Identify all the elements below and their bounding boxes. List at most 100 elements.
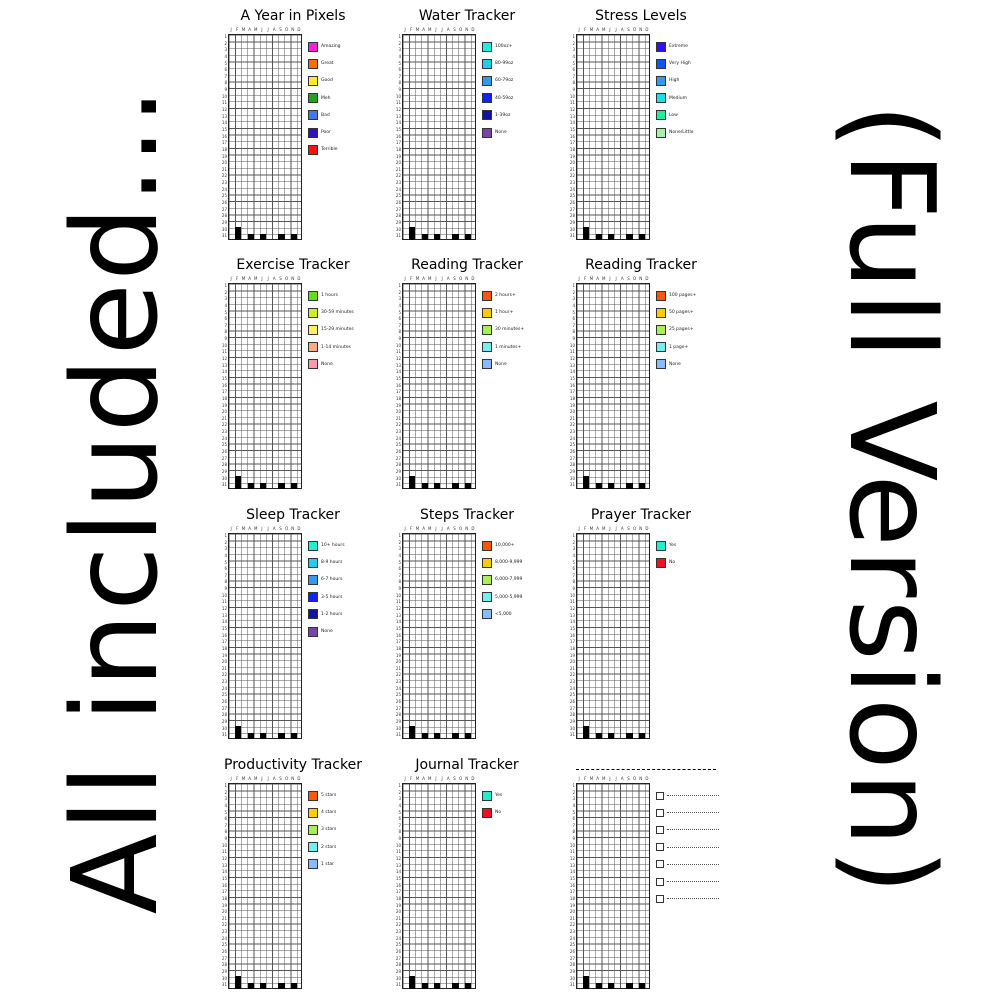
day-label: 25 — [569, 942, 575, 948]
day-label: 16 — [395, 882, 401, 888]
checkbox[interactable] — [656, 791, 664, 800]
day-label: 20 — [221, 160, 227, 166]
checkbox[interactable] — [656, 843, 664, 852]
day-label: 11 — [395, 849, 401, 855]
unavailable-day-block — [409, 975, 416, 990]
day-label: 17 — [395, 140, 401, 146]
unavailable-day-block — [290, 732, 297, 740]
pixel-grid[interactable] — [576, 783, 650, 990]
title-placeholder-line[interactable] — [576, 769, 716, 770]
unavailable-day-block — [278, 982, 285, 990]
day-label: 1 — [224, 34, 227, 39]
pixel-grid[interactable] — [576, 34, 650, 241]
day-label: 26 — [221, 949, 227, 955]
day-label: 5 — [224, 809, 227, 815]
legend-label: 80-99oz — [495, 61, 514, 67]
month-label: F — [410, 526, 413, 531]
day-label: 30 — [221, 475, 227, 481]
day-label: 24 — [569, 435, 575, 441]
day-label: 8 — [398, 80, 401, 86]
day-label: 15 — [395, 126, 401, 132]
day-label: 26 — [569, 200, 575, 206]
legend-item: 100oz+ — [482, 38, 513, 55]
month-label: F — [584, 526, 587, 531]
legend-item: 40-59oz — [482, 90, 513, 107]
legend-blank-item[interactable] — [656, 787, 719, 804]
pixel-grid[interactable] — [228, 283, 302, 490]
day-label: 8 — [224, 80, 227, 86]
legend-label: 2 hours+ — [495, 293, 516, 299]
day-label: 17 — [569, 140, 575, 146]
dotted-write-line[interactable] — [667, 863, 719, 865]
month-label: M — [241, 776, 246, 781]
legend-blank-item[interactable] — [656, 856, 719, 873]
day-label: 23 — [221, 929, 227, 935]
day-label: 9 — [224, 336, 227, 342]
pixel-grid[interactable] — [402, 34, 476, 241]
legend-blank-item[interactable] — [656, 873, 719, 890]
tracker-reading-tracker: Reading Tracker J F M A M J J A S O N D 1 2 3 4 5 6 7 8 9 10 11… — [392, 251, 562, 496]
unavailable-day-block — [259, 482, 266, 490]
month-label: J — [441, 276, 443, 281]
dotted-write-line[interactable] — [667, 795, 719, 797]
pixel-grid[interactable] — [228, 533, 302, 740]
day-label: 21 — [221, 166, 227, 172]
unavailable-day-block — [259, 732, 266, 740]
pixel-grid[interactable] — [228, 34, 302, 241]
legend-blank-item[interactable] — [656, 890, 719, 907]
dotted-write-line[interactable] — [667, 812, 719, 814]
color-swatch — [482, 342, 492, 353]
day-label: 7 — [398, 322, 401, 328]
month-label: M — [241, 276, 246, 281]
day-label: 31 — [395, 982, 401, 988]
color-swatch — [308, 807, 318, 818]
day-label: 20 — [221, 409, 227, 415]
checkbox[interactable] — [656, 825, 664, 834]
month-label: D — [471, 776, 475, 781]
legend-label: 100oz+ — [495, 44, 513, 50]
pixel-grid[interactable] — [576, 533, 650, 740]
dotted-write-line[interactable] — [667, 881, 719, 883]
day-label: 29 — [395, 468, 401, 474]
legend-blank-item[interactable] — [656, 821, 719, 838]
day-label: 7 — [572, 822, 575, 828]
day-label: 9 — [572, 336, 575, 342]
month-label: O — [633, 27, 637, 32]
day-label: 15 — [569, 875, 575, 881]
pixel-grid[interactable] — [402, 783, 476, 990]
pixel-grid[interactable] — [402, 283, 476, 490]
color-swatch — [482, 41, 492, 52]
checkbox[interactable] — [656, 860, 664, 869]
day-label: 6 — [398, 316, 401, 322]
legend-blank-item[interactable] — [656, 804, 719, 821]
day-label: 22 — [395, 922, 401, 928]
month-label: M — [589, 27, 594, 32]
legend-label: None — [321, 629, 333, 635]
month-label: M — [415, 776, 420, 781]
pixel-grid[interactable] — [402, 533, 476, 740]
day-label: 13 — [395, 862, 401, 868]
day-label: 11 — [221, 100, 227, 106]
color-swatch — [482, 324, 492, 335]
dotted-write-line[interactable] — [667, 829, 719, 831]
legend-item: 1-14 minutes — [308, 339, 354, 356]
legend-item: 10,000+ — [482, 537, 522, 554]
pixel-grid[interactable] — [576, 283, 650, 490]
day-label: 10 — [395, 342, 401, 348]
checkbox[interactable] — [656, 894, 664, 903]
checkbox[interactable] — [656, 877, 664, 886]
month-label: D — [297, 776, 301, 781]
day-label: 4 — [572, 802, 575, 808]
checkbox[interactable] — [656, 808, 664, 817]
day-label: 11 — [569, 100, 575, 106]
day-label: 29 — [569, 468, 575, 474]
day-label: 1 — [398, 533, 401, 538]
dotted-write-line[interactable] — [667, 846, 719, 848]
legend-blank-item[interactable] — [656, 839, 719, 856]
pixel-grid[interactable] — [228, 783, 302, 990]
dotted-write-line[interactable] — [667, 898, 719, 900]
month-label: O — [459, 27, 463, 32]
color-swatch — [656, 127, 666, 138]
day-label: 20 — [395, 160, 401, 166]
day-label: 16 — [395, 632, 401, 638]
